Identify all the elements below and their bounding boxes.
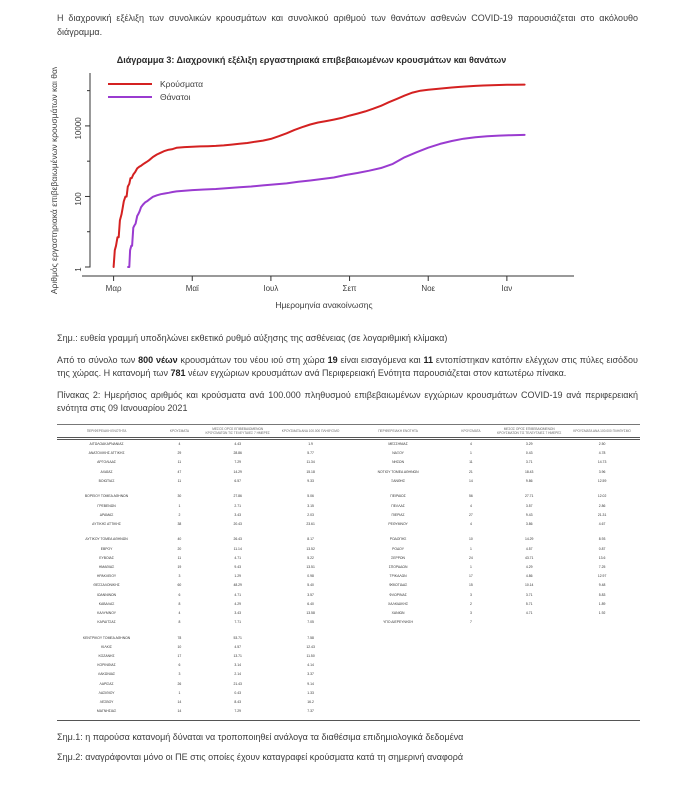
deaths-line [127,133,526,268]
legend-label: Θάνατοι [160,92,191,102]
column-header: ΜΕΣΟΣ ΟΡΟΣ ΕΠΙΒΕΒΑΙΩΜΕΝΩΝ ΚΡΟΥΣΜΑΤΩΝ ΤΙΣ… [494,424,565,441]
table-row: ΦΛΩΡΙΝΑΣ 3 3.71 5.83 [389,592,606,597]
highlighted-count: 19 [327,354,338,365]
column-header: ΚΡΟΥΣΜΑΤΑ [447,424,495,441]
table-row: ΡΟΔΟΥ 1 4.57 0.87 [392,546,606,551]
regional-table: ΠΕΡΙΦΕΡΕΙΑΚΗ ΕΝΟΤΗΤΑ ΚΡΟΥΣΜΑΤΑ ΜΕΣΟΣ ΟΡΟΣ … [57,423,640,721]
text-segment: Από το σύνολο των [57,354,139,365]
regional-table-left-half: ΠΕΡΙΦΕΡΕΙΑΚΗ ΕΝΟΤΗΤΑ ΚΡΟΥΣΜΑΤΑ ΜΕΣΟΣ ΟΡΟΣ … [57,424,349,717]
table-row: ΥΠΟ ΔΙΕΡΕΥΝΗΣΗ 7 [383,620,472,625]
table-row: ΝΑΞΟΥ 1 0.43 4.78 [392,451,606,456]
footnotes: Σημ.1: η παρούσα κατανομή δύναται να τρο… [57,731,638,765]
text-segment: νέων εγχώριων κρουσμάτων ανά Περιφερειακ… [185,368,567,378]
table-row: ΓΡΕΒΕΝΩΝ 1 2.71 3.15 [97,503,314,508]
column-header: ΚΡΟΥΣΜΑΤΑ ΑΝΑ 100.000 ΠΛΗΘΥΣΜΟ [272,424,349,441]
table-row: ΛΑΚΩΝΙΑΣ 3 2.14 3.37 [98,672,314,677]
chart-container: Διάγραμμα 3: Διαχρονική εξέλιξη εργαστηρ… [46,46,577,318]
table-row: ΕΥΒΟΙΑΣ 11 4.71 5.22 [99,555,314,560]
table-row: ΑΝΑΤΟΛΙΚΗΣ ΑΤΤΙΚΗΣ 29 28.86 5.77 [88,451,314,456]
table-row: ΡΕΘΥΜΝΟΥ 4 3.86 4.67 [388,521,606,526]
table-row: ΚΙΛΚΙΣ 10 4.57 12.43 [101,644,315,649]
table-row: ΚΕΝΤΡΙΚΟΥ ΤΟΜΕΑ ΑΘΗΝΩΝ 78 53.71 7.58 [82,635,314,640]
table-row: ΔΡΑΜΑΣ 2 3.43 2.03 [99,512,314,517]
table-row: ΚΑΡΔΙΤΣΑΣ 8 7.71 7.05 [97,620,314,625]
x-tick-label: Ιουλ [263,284,278,293]
text-segment: εντοπίστηκαν κατόπιν ελέγχων στις πύλες … [57,354,638,379]
table-row: ΠΙΕΡΙΑΣ 27 9.43 21.31 [391,512,607,517]
x-tick-label: Σεπ [343,284,358,293]
cases-line [112,83,526,268]
table-row: ΧΑΝΙΩΝ 3 4.71 1.92 [391,610,606,615]
table-row: ΞΑΝΘΗΣ 14 9.86 12.59 [391,478,607,483]
regional-table-right-half: ΠΕΡΙΦΕΡΕΙΑΚΗ ΕΝΟΤΗΤΑ ΚΡΟΥΣΜΑΤΑ ΜΕΣΟΣ ΟΡΟΣ … [348,424,640,628]
table-row: ΑΙΤΩΛΟΑΚΑΡΝΑΝΙΑΣ 4 4.43 1.9 [89,442,313,447]
intro-paragraph: Η διαχρονική εξέλιξη των συνολικών κρουσ… [57,13,638,37]
table-row: ΜΑΓΝΗΣΙΑΣ 14 7.29 7.37 [96,709,314,714]
y-tick-label: 10000 [74,117,83,140]
column-header: ΠΕΡΙΦΕΡΕΙΑΚΗ ΕΝΟΤΗΤΑ [348,424,448,441]
table-row: ΣΠΟΡΑΔΩΝ 1 4.29 7.25 [388,565,606,570]
table-row: ΧΑΛΚΙΔΙΚΗΣ 2 5.71 1.89 [388,601,606,606]
cases-summary-paragraph: Από το σύνολο των 800 νέων κρουσμάτων το… [57,354,638,381]
column-header: ΚΡΟΥΣΜΑΤΑ [156,424,203,441]
table-row: ΡΟΔΟΠΗΣ 10 14.29 8.93 [389,537,606,542]
table-row: ΝΟΤΙΟΥ ΤΟΜΕΑ ΑΘΗΝΩΝ 21 18.43 3.96 [377,469,606,474]
table-row: ΔΥΤΙΚΗΣ ΑΤΤΙΚΗΣ 38 20.43 23.61 [92,521,315,526]
text-segment: είναι εισαγόμενα και [337,354,424,365]
x-tick-label: Ιαν [501,284,512,293]
table-row: ΙΩΑΝΝΙΝΩΝ 6 4.71 3.57 [97,592,314,597]
table-row: ΚΟΡΙΝΘΙΑΣ 6 3.14 4.14 [97,663,314,668]
column-header: ΠΕΡΙΦΕΡΕΙΑΚΗ ΕΝΟΤΗΤΑ [57,424,157,441]
table-row: ΠΕΙΡΑΙΩΣ 56 27.71 12.02 [390,494,607,499]
table-row: ΒΟΡΕΙΟΥ ΤΟΜΕΑ ΑΘΗΝΩΝ 30 27.86 5.06 [84,494,314,499]
table-row: ΚΟΖΑΝΗΣ 17 13.71 11.50 [98,654,315,659]
table-row: ΤΡΙΚΑΛΩΝ 17 4.86 12.97 [389,574,607,579]
x-tick-label: Μαϊ [186,284,199,293]
chart-note: Σημ.: ευθεία γραμμή υποδηλώνει εκθετικό … [57,333,448,343]
table-row: ΕΒΡΟΥ 20 11.14 13.52 [100,546,315,551]
column-header: ΚΡΟΥΣΜΑΤΑ ΑΝΑ 100.000 ΠΛΗΘΥΣΜΟ [564,424,640,441]
highlighted-count: 11 [423,354,434,365]
table-row: ΚΑΛΥΜΝΟΥ 4 3.43 13.58 [97,610,315,615]
table-row: ΜΕΣΣΗΝΙΑΣ 4 3.29 2.50 [388,442,606,447]
table-row: ΛΑΣΙΘΙΟΥ 1 0.43 1.33 [98,690,314,695]
legend-label: Κρούσματα [160,79,203,89]
table-row: ΔΥΤΙΚΟΥ ΤΟΜΕΑ ΑΘΗΝΩΝ 40 26.43 8.17 [85,537,314,542]
table-row: ΗΜΑΘΙΑΣ 19 9.43 13.51 [98,565,315,570]
table-row: ΛΕΣΒΟΥ 14 8.43 16.2 [99,700,314,705]
x-tick-label: Μαρ [106,284,122,293]
table-caption: Πίνακας 2: Ημερήσιος αριθμός και κρούσμα… [57,389,638,414]
cases-deaths-line-chart: 1 100 10000 Μαρ Μαϊ Ιουλ Σεπ Νοε Ιαν Κρούσματα Θάν… [49,46,574,310]
table-row: ΘΕΣΣΑΛΟΝΙΚΗΣ 60 48.29 5.40 [93,583,314,588]
table-row: ΛΑΡΙΣΑΣ 26 21.43 9.14 [99,681,314,686]
table-note-1: Σημ.1: η παρούσα κατανομή δύναται να τρο… [57,731,464,742]
column-header: ΜΕΣΟΣ ΟΡΟΣ ΕΠΙΒΕΒΑΙΩΜΕΝΩΝ ΚΡΟΥΣΜΑΤΩΝ ΤΙΣ… [202,424,273,441]
table-row: ΦΘΙΩΤΙΔΑΣ 15 10.14 9.48 [388,583,606,588]
table-row: ΝΗΣΩΝ 11 3.71 14.73 [392,460,607,465]
table-row: ΚΑΒΑΛΑΣ 8 4.29 6.40 [98,601,314,606]
chart-title: Διάγραμμα 3: Διαχρονική εξέλιξη εργαστηρ… [116,55,507,65]
table-row: ΠΕΛΛΑΣ 4 3.57 2.86 [391,503,606,508]
highlighted-count: 800 νέων [138,354,178,365]
table-row: ΒΟΙΩΤΙΑΣ 11 6.57 9.33 [98,478,314,483]
y-tick-label: 100 [74,192,83,206]
table-row: ΑΧΑΪΑΣ 47 14.29 15.18 [100,469,315,474]
x-tick-label: Νοε [421,284,435,293]
table-row: ΗΡΑΚΛΕΙΟΥ 3 1.29 0.98 [96,574,314,579]
y-axis-title: Αριθμός εργαστηριακά επιβεβαιωμένων κρου… [49,67,59,294]
table-note-2: Σημ.2: αναγράφονται μόνο οι ΠΕ στις οποί… [57,752,464,762]
text-segment: κρουσμάτων του νέου ιού στη χώρα [177,354,328,365]
highlighted-count: 781 [170,368,186,378]
x-axis-title: Ημερομηνία ανακοίνωσης [275,300,372,310]
y-tick-label: 1 [74,267,83,272]
table-row: ΑΡΓΟΛΙΔΑΣ 11 7.29 11.34 [97,460,315,465]
table-row: ΣΕΡΡΩΝ 24 43.71 13.6 [391,555,606,560]
